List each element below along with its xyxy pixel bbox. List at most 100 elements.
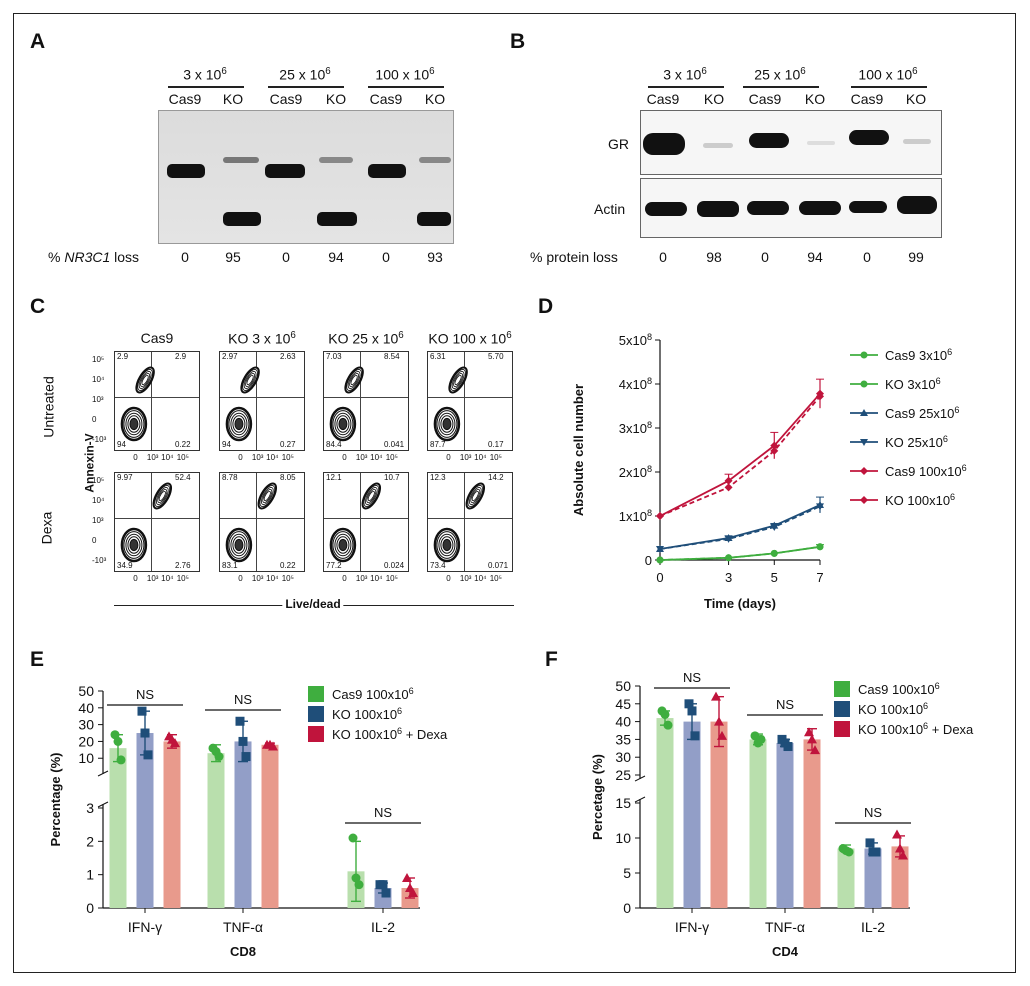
y-tick-label: 30 [615, 749, 631, 765]
quadrant-percent: 8.05 [280, 473, 296, 482]
quadrant-hline [220, 397, 304, 398]
series-line [659, 545, 821, 561]
quadrant-percent: 2.9 [117, 352, 129, 361]
category-label: TNF-α [765, 919, 805, 935]
flow-plot: 12.3 14.2 73.4 0.071 [427, 472, 513, 572]
legend-label: Cas9 3x106 [885, 347, 952, 363]
quadrant-percent: 5.70 [488, 352, 504, 361]
lane-group-label: 100 x 106 [858, 66, 918, 83]
panel-label-e: E [30, 648, 45, 671]
contour-ring [338, 538, 348, 552]
flow-x-tick: 10⁵ [489, 453, 502, 462]
quadrant-percent: 73.4 [430, 561, 446, 570]
legend-label: Cas9 100x106 [885, 463, 967, 479]
quadrant-hline [115, 518, 199, 519]
data-point [116, 755, 126, 765]
lane-label: KO [703, 91, 725, 107]
quadrant-percent: 14.2 [488, 473, 504, 482]
quadrant-percent: 7.03 [326, 352, 342, 361]
series-line [659, 393, 821, 517]
x-axis-label: Time (days) [704, 596, 776, 611]
category-label: IFN-γ [675, 919, 709, 935]
data-point [143, 750, 153, 760]
flow-plot: 12.1 10.7 77.2 0.024 [323, 472, 409, 572]
flow-column-label: KO 100 x 106 [428, 330, 512, 347]
contour-ring [263, 490, 271, 502]
legend-label: KO 100x106 + Dexa [332, 726, 448, 742]
flow-y-tick: 10³ [92, 395, 104, 404]
quadrant-percent: 94 [117, 440, 126, 449]
x-tick-label: 7 [816, 570, 823, 585]
lane-label: Cas9 [748, 91, 782, 107]
data-point [898, 850, 908, 860]
x-tick-label: 3 [725, 570, 732, 585]
legend-label: Cas9 25x106 [885, 405, 959, 421]
contour-density [120, 482, 173, 563]
flow-plot: 2.9 2.9 94 0.22 [114, 351, 200, 451]
quadrant-percent: 9.97 [117, 473, 133, 482]
legend-swatch [308, 706, 324, 722]
legend-swatch [834, 681, 850, 697]
quadrant-vline [360, 352, 362, 450]
contour-ring [234, 538, 244, 552]
contour-ring [246, 374, 254, 386]
data-point [110, 730, 120, 740]
loss-value: 0 [761, 249, 769, 265]
lane-label: Cas9 [850, 91, 884, 107]
quadrant-vline [360, 473, 362, 571]
flow-y-tick: 10⁵ [92, 476, 105, 485]
y-tick-label: 10 [615, 830, 631, 846]
legend-marker [860, 439, 868, 446]
flow-y-tick: 10³ [92, 516, 104, 525]
flow-x-tick: 10⁴ [370, 453, 383, 462]
lane-group-label: 3 x 106 [183, 66, 227, 83]
data-point [816, 503, 824, 511]
quadrant-vline [464, 352, 466, 450]
x-tick-label: 0 [656, 570, 663, 585]
data-point [725, 554, 733, 562]
bar [234, 741, 252, 908]
quadrant-percent: 2.63 [280, 352, 296, 361]
data-point [408, 888, 418, 897]
bar [207, 753, 225, 908]
quadrant-percent: 84.4 [326, 440, 342, 449]
flow-plot: 6.31 5.70 87.7 0.17 [427, 351, 513, 451]
data-point [871, 847, 881, 857]
flow-x-tick: 10⁵ [385, 453, 398, 462]
legend-label: KO 100x106 [885, 492, 955, 508]
bar [261, 744, 279, 908]
significance-label: NS [776, 697, 794, 712]
legend-marker [860, 380, 868, 388]
data-point [241, 752, 251, 762]
legend-label: Cas9 100x106 [332, 686, 414, 702]
loss-row-label: % NR3C1 loss [48, 249, 140, 265]
y-tick-label: 40 [615, 714, 631, 730]
data-point [807, 734, 817, 744]
flow-x-tick: 10⁴ [474, 453, 487, 462]
y-tick-label: 3x108 [619, 420, 652, 436]
legend-label: KO 100x106 + Dexa [858, 721, 974, 737]
loss-value: 94 [807, 249, 823, 265]
contour-ring [442, 417, 452, 431]
group-underline [648, 86, 724, 88]
category-label: IL-2 [371, 919, 395, 935]
quadrant-percent: 12.3 [430, 473, 446, 482]
quadrant-vline [464, 473, 466, 571]
lane-label: Cas9 [646, 91, 680, 107]
quadrant-percent: 8.78 [222, 473, 238, 482]
flow-plot: 2.97 2.63 94 0.27 [219, 351, 305, 451]
data-point [816, 392, 824, 401]
quadrant-percent: 77.2 [326, 561, 342, 570]
data-point [170, 738, 180, 748]
series-line [659, 505, 821, 550]
data-point [770, 524, 779, 531]
y-tick-label: 5x108 [619, 332, 652, 348]
quadrant-hline [324, 518, 408, 519]
group-underline [851, 86, 927, 88]
data-point [113, 736, 123, 746]
flow-x-tick: 10⁵ [281, 574, 294, 583]
flow-y-tick: -10³ [92, 435, 107, 444]
flow-x-tick: 10⁴ [161, 574, 174, 583]
flow-x-tick: 0 [446, 574, 451, 583]
data-point [892, 829, 902, 839]
